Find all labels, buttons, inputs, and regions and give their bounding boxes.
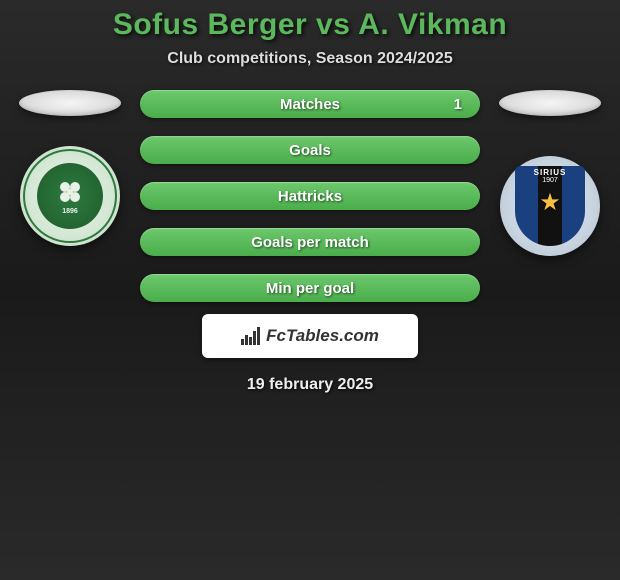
widget-container: Sofus Berger vs A. Vikman Club competiti… — [0, 0, 620, 394]
main-row: 1896 Matches 1 Goals Hattricks Goals per… — [0, 90, 620, 302]
stat-row-goals: Goals — [140, 136, 480, 164]
stat-label: Goals per match — [251, 234, 369, 251]
stat-label: Hattricks — [278, 188, 342, 205]
stat-value-right: 1 — [454, 96, 462, 113]
comparison-title: Sofus Berger vs A. Vikman — [113, 8, 507, 42]
right-club-name: SIRIUS — [534, 168, 567, 177]
right-club-badge: SIRIUS 1907 ★ — [500, 156, 600, 256]
stats-column: Matches 1 Goals Hattricks Goals per matc… — [140, 90, 480, 302]
comparison-date: 19 february 2025 — [247, 376, 373, 394]
season-subtitle: Club competitions, Season 2024/2025 — [167, 50, 452, 68]
right-player-avatar — [499, 90, 601, 116]
left-player-column: 1896 — [18, 90, 122, 246]
clover-icon — [55, 177, 85, 207]
stat-row-min-per-goal: Min per goal — [140, 274, 480, 302]
badge-inner: 1896 — [37, 163, 103, 229]
stat-row-goals-per-match: Goals per match — [140, 228, 480, 256]
stat-label: Matches — [280, 96, 340, 113]
brand-text: FcTables.com — [266, 326, 379, 346]
right-player-column: SIRIUS 1907 ★ — [498, 90, 602, 256]
left-club-badge: 1896 — [20, 146, 120, 246]
stat-label: Goals — [289, 142, 331, 159]
star-icon: ★ — [539, 188, 561, 217]
stat-row-matches: Matches 1 — [140, 90, 480, 118]
bar-chart-icon — [241, 327, 260, 345]
left-club-year: 1896 — [62, 208, 78, 215]
shield-icon: SIRIUS 1907 ★ — [515, 166, 585, 246]
right-club-year: 1907 — [542, 177, 558, 184]
stat-row-hattricks: Hattricks — [140, 182, 480, 210]
brand-link[interactable]: FcTables.com — [202, 314, 418, 358]
left-player-avatar — [19, 90, 121, 116]
stat-label: Min per goal — [266, 280, 354, 297]
